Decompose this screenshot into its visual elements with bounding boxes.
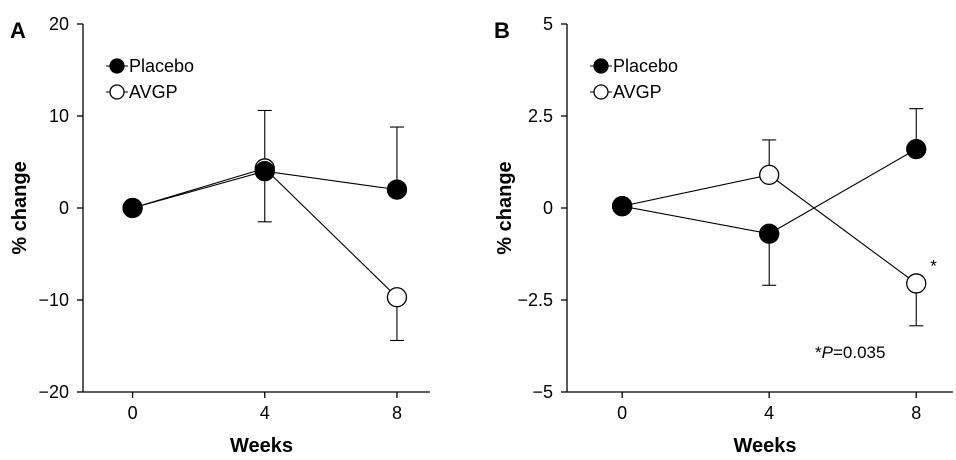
legend-marker: [109, 58, 125, 74]
x-axis-title: Weeks: [733, 435, 796, 457]
data-point-placebo: [759, 223, 780, 244]
legend-marker: [593, 84, 609, 100]
chart-panel-a: A 20 10 0 −10 −20 0 4 8 Weeks % change Placebo AVGP: [9, 14, 430, 457]
y-tick-label: 10: [49, 106, 69, 126]
data-point-placebo: [611, 196, 633, 217]
legend-marker: [593, 58, 609, 74]
x-tick-label: 8: [911, 403, 921, 423]
y-tick-label: 0: [59, 198, 69, 218]
chart-panel-b: B 5 2.5 0 −2.5 −5 0 4 8 Weeks % change Placebo AVGP *…: [494, 14, 953, 457]
y-tick-label: 2.5: [528, 106, 553, 126]
x-tick-label: 4: [764, 403, 774, 423]
x-tick-label: 4: [260, 403, 270, 423]
y-tick-label: −20: [38, 382, 69, 402]
y-tick-label: 5: [543, 14, 553, 34]
legend-label: Placebo: [613, 56, 678, 76]
data-point-placebo: [906, 138, 927, 160]
data-point-avgp: [759, 164, 780, 186]
legend-label: Placebo: [129, 56, 194, 76]
y-tick-label: −10: [38, 290, 69, 310]
y-tick-label: 0: [543, 198, 553, 218]
y-axis-title: % change: [9, 161, 31, 254]
data-point-avgp: [906, 273, 927, 294]
x-tick-label: 0: [128, 403, 138, 423]
y-tick-label: 20: [49, 14, 69, 34]
legend-label: AVGP: [613, 82, 662, 102]
y-axis-title: % change: [494, 161, 516, 254]
data-point-placebo: [254, 161, 275, 182]
p-value-annotation: *P=0.035: [815, 343, 885, 362]
legend-label: AVGP: [129, 82, 178, 102]
legend-marker: [109, 84, 125, 100]
x-axis-title: Weeks: [230, 435, 293, 457]
data-point-avgp: [386, 287, 408, 308]
x-tick-label: 8: [392, 403, 402, 423]
y-tick-label: −2.5: [517, 290, 553, 310]
panel-label: A: [10, 18, 26, 43]
y-tick-label: −5: [532, 382, 553, 402]
data-point-placebo: [386, 179, 408, 200]
data-point-placebo: [122, 197, 143, 219]
x-tick-label: 0: [617, 403, 627, 423]
significance-marker: *: [930, 256, 937, 275]
panel-label: B: [494, 18, 510, 43]
